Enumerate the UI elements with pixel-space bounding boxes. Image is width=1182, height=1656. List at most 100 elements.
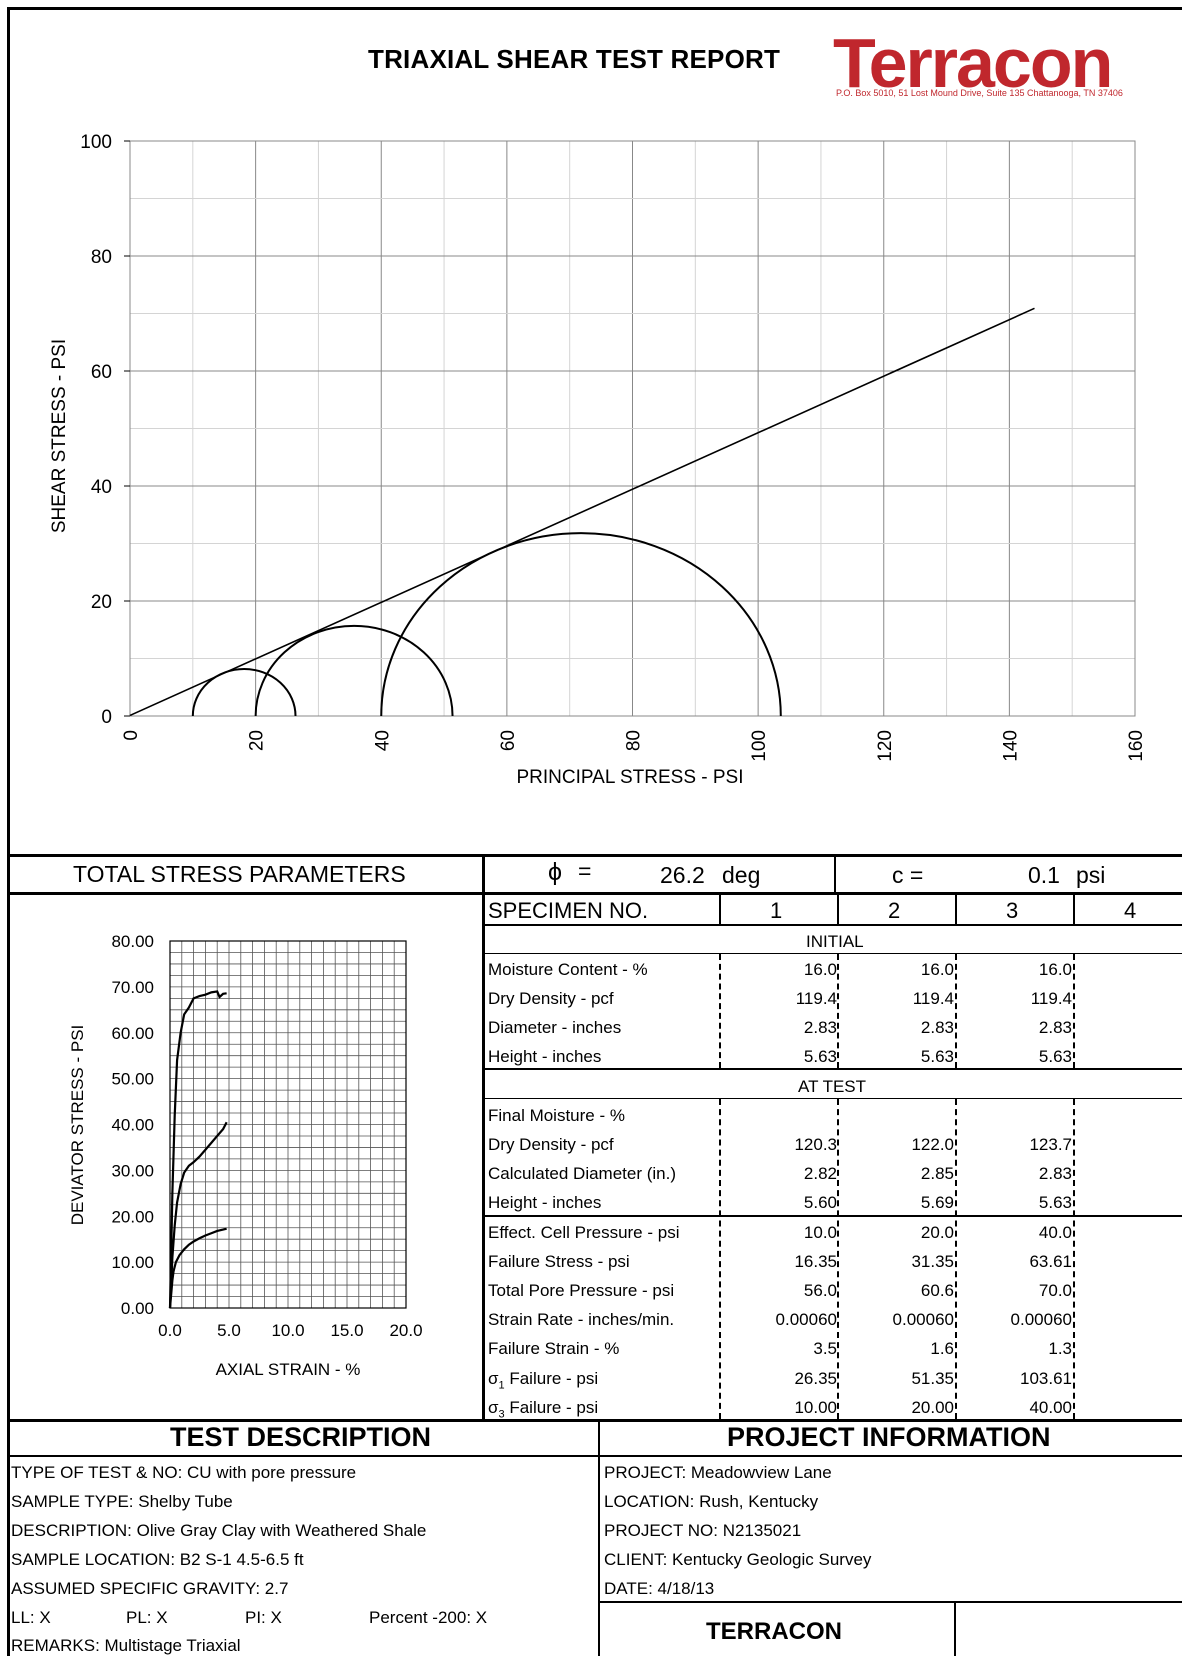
at-test-value: 2.83 xyxy=(1038,1164,1072,1184)
x-tick-label: 0.0 xyxy=(158,1321,182,1340)
initial-value: 119.4 xyxy=(795,989,837,1009)
failure-value: 103.61 xyxy=(1020,1368,1072,1388)
dashed-separator xyxy=(719,1099,721,1419)
failure-row-label: σ1 Failure - psi xyxy=(488,1368,599,1391)
stress-strain-curve-3 xyxy=(168,990,227,1309)
failure-value: 10.0 xyxy=(803,1223,837,1242)
mohr-circle-chart: 0 20 40 60 80 100 120 140 160 0 20 40 60 80 100 PRINCI… xyxy=(49,132,1147,788)
x-tick-label: 15.0 xyxy=(330,1321,363,1340)
dashed-separator xyxy=(837,954,839,1068)
plasticity-index: PI: X xyxy=(245,1608,282,1627)
failure-value: 60.6 xyxy=(920,1281,954,1301)
separator xyxy=(598,1601,1182,1603)
cohesion-value: 0.1 xyxy=(1028,862,1060,888)
initial-value: 119.4 xyxy=(912,989,954,1009)
initial-section-label: INITIAL xyxy=(806,932,864,951)
x-tick-label: 5.0 xyxy=(217,1321,241,1340)
failure-value: 40.0 xyxy=(1038,1223,1072,1242)
at-test-row-label: Height - inches xyxy=(488,1193,602,1213)
at-test-row-label: Calculated Diameter (in.) xyxy=(488,1164,677,1184)
company-name: TERRACON xyxy=(706,1618,842,1645)
failure-value: 51.35 xyxy=(911,1368,954,1388)
y-tick-label: 40.00 xyxy=(111,1116,154,1135)
project-name: PROJECT: Meadowview Lane xyxy=(604,1463,832,1482)
failure-value: 40.00 xyxy=(1029,1397,1072,1417)
at-test-value: 5.63 xyxy=(1038,1193,1072,1213)
initial-value: 16.0 xyxy=(1038,960,1072,979)
y-tick-label: 30.00 xyxy=(111,1161,154,1180)
mohr-x-axis-label: PRINCIPAL STRESS - PSI xyxy=(517,767,744,788)
failure-row-label: Failure Strain - % xyxy=(488,1339,620,1359)
separator xyxy=(7,1419,1182,1422)
y-tick-label: 0 xyxy=(101,707,112,728)
project-location: LOCATION: Rush, Kentucky xyxy=(604,1492,819,1511)
sample-description: DESCRIPTION: Olive Gray Clay with Weathe… xyxy=(11,1521,427,1540)
failure-row-label: Effect. Cell Pressure - psi xyxy=(488,1223,680,1242)
cohesion-unit: psi xyxy=(1076,862,1106,888)
initial-row-label: Height - inches xyxy=(488,1047,602,1067)
failure-value: 10.00 xyxy=(794,1397,837,1417)
y-tick-label: 60.00 xyxy=(111,1024,154,1043)
y-tick-label: 100 xyxy=(80,132,112,153)
failure-value: 3.5 xyxy=(813,1339,837,1359)
table-line xyxy=(484,1068,1182,1070)
x-tick-label: 160 xyxy=(1126,730,1147,762)
at-test-value: 2.82 xyxy=(803,1164,837,1184)
project-number: PROJECT NO: N2135021 xyxy=(604,1521,802,1540)
total-stress-parameters-label: TOTAL STRESS PARAMETERS xyxy=(73,861,406,887)
table-line xyxy=(955,895,957,925)
x-tick-label: 120 xyxy=(875,730,896,762)
initial-value: 2.83 xyxy=(1038,1018,1072,1038)
stress-strain-chart: 0.0 5.0 10.0 15.0 20.0 0.00 10.00 20.00 30.00 40.… xyxy=(68,932,423,1379)
failure-value: 1.3 xyxy=(1048,1339,1072,1359)
failure-value: 31.35 xyxy=(911,1252,954,1272)
failure-value: 26.35 xyxy=(794,1368,837,1388)
stress-strain-x-axis-label: AXIAL STRAIN - % xyxy=(216,1360,361,1379)
initial-value: 5.63 xyxy=(1038,1047,1072,1067)
separator xyxy=(598,1419,600,1656)
failure-value: 70.0 xyxy=(1038,1281,1072,1301)
initial-value: 16.0 xyxy=(920,960,954,979)
y-tick-label: 80.00 xyxy=(111,932,154,951)
at-test-value: 2.85 xyxy=(920,1164,954,1184)
sample-type: SAMPLE TYPE: Shelby Tube xyxy=(11,1492,233,1511)
terracon-logo: Terracon xyxy=(833,24,1113,102)
phi-value: 26.2 xyxy=(660,862,705,888)
plot-border xyxy=(129,140,1136,717)
separator xyxy=(7,854,1182,857)
at-test-row-label: Dry Density - pcf xyxy=(488,1135,614,1155)
plastic-limit: PL: X xyxy=(126,1608,168,1627)
specimen-col-4: 4 xyxy=(1124,898,1137,923)
x-tick-label: 20.0 xyxy=(389,1321,422,1340)
initial-row-label: Moisture Content - % xyxy=(488,960,648,979)
phi-symbol: ϕ xyxy=(548,858,563,886)
client: CLIENT: Kentucky Geologic Survey xyxy=(604,1550,872,1569)
separator xyxy=(482,854,485,1419)
table-line xyxy=(719,895,721,925)
at-test-value: 120.3 xyxy=(794,1135,837,1155)
logo-address: P.O. Box 5010, 51 Lost Mound Drive, Suit… xyxy=(836,88,1123,98)
failure-row-label: σ3 Failure - psi xyxy=(488,1397,599,1420)
at-test-value: 123.7 xyxy=(1029,1135,1072,1155)
report-title: TRIAXIAL SHEAR TEST REPORT xyxy=(368,44,781,74)
at-test-row-label: Final Moisture - % xyxy=(488,1106,625,1125)
initial-value: 2.83 xyxy=(803,1018,837,1038)
table-line xyxy=(1073,895,1075,925)
stress-strain-curve-1 xyxy=(168,1227,227,1309)
dashed-separator xyxy=(1073,1099,1075,1419)
separator xyxy=(7,892,1182,895)
x-tick-label: 20 xyxy=(247,730,268,751)
at-test-value: 122.0 xyxy=(911,1135,954,1155)
table-line xyxy=(484,953,1182,954)
y-tick-label: 40 xyxy=(91,477,112,498)
failure-row-label: Failure Stress - psi xyxy=(488,1252,630,1272)
failure-value: 20.00 xyxy=(911,1397,954,1417)
x-tick-label: 100 xyxy=(749,730,770,762)
at-test-value: 5.60 xyxy=(803,1193,837,1213)
x-tick-label: 0 xyxy=(121,730,142,741)
percent-200: Percent -200: X xyxy=(369,1608,488,1627)
failure-value: 0.00060 xyxy=(892,1310,954,1330)
mohr-circle-2 xyxy=(254,624,454,717)
x-tick-label: 40 xyxy=(372,730,393,751)
sample-location: SAMPLE LOCATION: B2 S-1 4.5-6.5 ft xyxy=(11,1550,304,1569)
